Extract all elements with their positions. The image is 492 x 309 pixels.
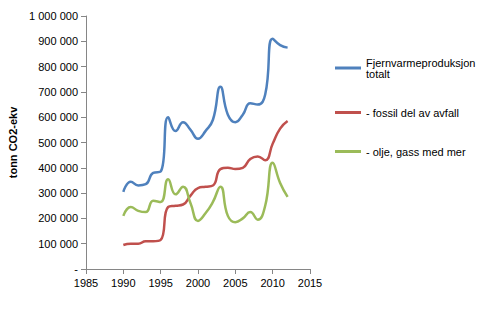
svg-text:300 000: 300 000	[38, 187, 78, 199]
svg-text:1990: 1990	[111, 277, 135, 289]
svg-text:2005: 2005	[223, 277, 247, 289]
svg-text:700 000: 700 000	[38, 86, 78, 98]
svg-text:- olje, gass med mer: - olje, gass med mer	[366, 146, 466, 158]
svg-text:1995: 1995	[148, 277, 172, 289]
svg-text:2015: 2015	[298, 277, 322, 289]
svg-text:1985: 1985	[74, 277, 98, 289]
svg-text:tonn CO2-ekv: tonn CO2-ekv	[7, 106, 19, 178]
svg-text:600 000: 600 000	[38, 111, 78, 123]
svg-text:totalt: totalt	[366, 68, 390, 80]
svg-text:200 000: 200 000	[38, 212, 78, 224]
svg-text:2000: 2000	[186, 277, 210, 289]
svg-text:900 000: 900 000	[38, 35, 78, 47]
svg-text:100 000: 100 000	[38, 238, 78, 250]
svg-text:Fjernvarmeproduksjon: Fjernvarmeproduksjon	[366, 56, 479, 69]
svg-text:500 000: 500 000	[38, 137, 78, 149]
svg-text:- fossil del av avfall: - fossil del av avfall	[366, 107, 459, 119]
svg-text:800 000: 800 000	[38, 61, 78, 73]
svg-text:2010: 2010	[260, 277, 284, 289]
svg-text:400 000: 400 000	[38, 162, 78, 174]
svg-text:1 000 000: 1 000 000	[29, 10, 78, 22]
svg-text:-: -	[74, 263, 78, 275]
